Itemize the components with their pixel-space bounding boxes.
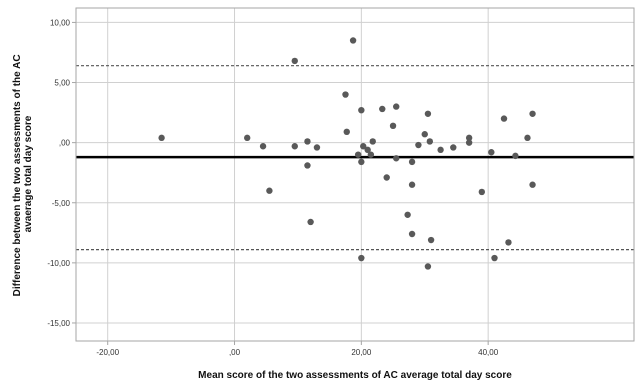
y-axis-title-line-1: Difference between the two assessments o… [12,54,23,296]
data-point-16 [358,254,365,262]
grid-lines [76,8,634,341]
y-tick-label-0: 10,00 [50,18,71,27]
data-point-18 [364,146,371,154]
y-tick-label-3: -5,00 [52,199,71,208]
data-point-9 [313,144,321,151]
data-point-29 [408,230,416,238]
data-point-26 [404,211,411,218]
data-point-41 [488,149,495,156]
reference-lines [76,65,634,251]
data-point-33 [424,263,432,270]
data-point-36 [437,146,444,154]
plot-frame [75,7,635,342]
data-point-27 [408,158,416,166]
data-point-38 [465,134,473,142]
y-axis-title-line-2: avaerage total day score [23,115,34,232]
data-point-46 [524,134,531,142]
data-point-0 [158,134,165,142]
x-tick-label-2: 20,00 [351,348,372,357]
data-point-7 [304,162,311,169]
data-point-8 [307,218,314,226]
y-tick-label-4: -10,00 [47,259,70,268]
data-point-22 [383,174,390,181]
data-point-11 [343,128,350,136]
data-point-10 [342,91,349,98]
data-point-2 [259,143,267,150]
y-tick-label-1: 5,00 [54,79,70,88]
data-point-6 [304,138,311,145]
data-point-34 [426,138,434,145]
data-point-45 [512,152,519,160]
x-tick-label-0: -20,00 [96,348,119,357]
data-point-42 [491,254,498,262]
data-point-4 [291,57,298,65]
x-axis-ticks: -20,00 ,00 20,00 40,00 [96,341,499,357]
y-tick-label-2: ,00 [59,139,71,148]
data-point-31 [421,131,428,138]
data-point-5 [291,143,298,150]
data-points [158,37,536,270]
data-point-44 [505,239,512,246]
data-point-24 [393,103,400,110]
data-point-15 [358,158,365,166]
data-point-19 [367,151,375,158]
data-point-37 [450,144,457,151]
y-axis-title: Difference between the two assessments o… [12,52,34,297]
data-point-47 [529,110,536,117]
data-point-25 [393,155,400,162]
data-point-21 [379,105,386,113]
data-point-28 [408,181,416,188]
data-point-20 [369,138,376,145]
data-point-3 [266,187,273,194]
data-point-14 [358,106,365,114]
data-point-40 [478,188,486,196]
y-axis-ticks: 10,00 5,00 ,00 -5,00 -10,00 -15,00 [47,18,76,328]
y-tick-label-5: -15,00 [47,319,70,328]
x-tick-label-1: ,00 [229,348,241,357]
x-tick-label-3: 40,00 [478,348,499,357]
data-point-48 [529,181,536,188]
plot-area [76,8,634,341]
data-point-17 [360,143,367,150]
data-point-35 [427,236,435,244]
data-point-23 [389,122,397,130]
data-point-30 [415,141,422,149]
data-point-39 [465,139,473,146]
data-point-1 [244,134,251,142]
data-point-32 [424,110,432,117]
data-point-12 [349,37,357,44]
data-point-13 [354,151,362,158]
data-point-43 [500,115,508,122]
x-axis-title: Mean score of the two assessments of AC … [198,370,512,381]
